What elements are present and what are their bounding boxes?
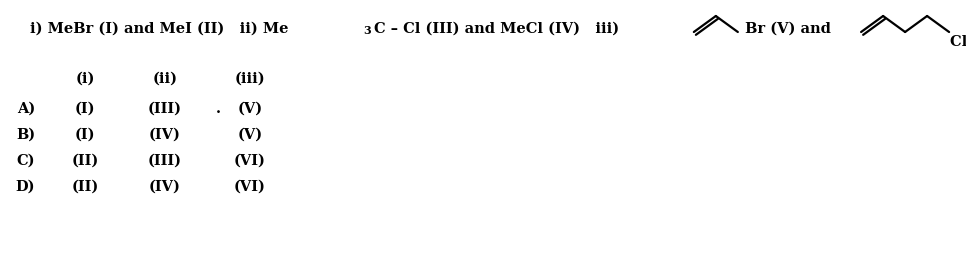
Text: (VI): (VI) (234, 180, 266, 194)
Text: (II): (II) (71, 180, 99, 194)
Text: (V): (V) (238, 102, 263, 116)
Text: (iii): (iii) (235, 72, 266, 86)
Text: D): D) (15, 180, 35, 194)
Text: B): B) (15, 128, 35, 142)
Text: (I): (I) (74, 128, 96, 142)
Text: C): C) (16, 154, 35, 168)
Text: 3: 3 (363, 26, 371, 37)
Text: (V): (V) (238, 128, 263, 142)
Text: (III): (III) (148, 154, 182, 168)
Text: (ii): (ii) (153, 72, 178, 86)
Text: C – Cl (III) and MeCl (IV)   iii): C – Cl (III) and MeCl (IV) iii) (374, 22, 618, 36)
Text: (VI): (VI) (234, 154, 266, 168)
Text: (i): (i) (75, 72, 95, 86)
Text: Br (V) and: Br (V) and (740, 22, 831, 36)
Text: A): A) (16, 102, 35, 116)
Text: (IV): (IV) (149, 128, 181, 142)
Text: (I): (I) (74, 102, 96, 116)
Text: Cl (VI): Cl (VI) (951, 35, 966, 49)
Text: (IV): (IV) (149, 180, 181, 194)
Text: .: . (215, 102, 220, 116)
Text: i) MeBr (I) and MeI (II)   ii) Me: i) MeBr (I) and MeI (II) ii) Me (30, 22, 289, 36)
Text: (III): (III) (148, 102, 182, 116)
Text: (II): (II) (71, 154, 99, 168)
